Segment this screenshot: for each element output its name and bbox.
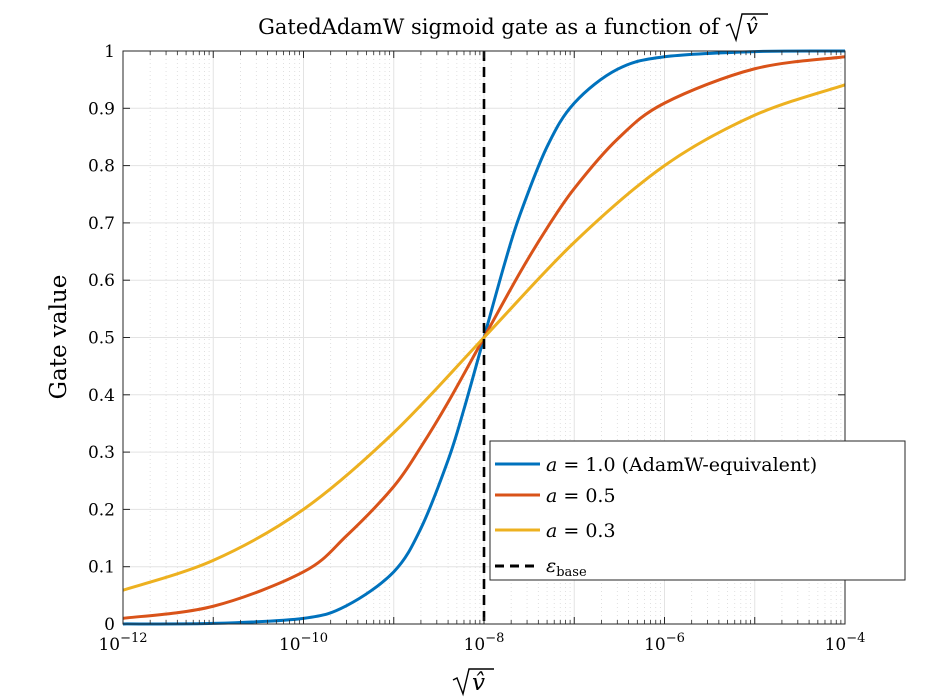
x-tick-label-base: 10: [644, 635, 666, 655]
y-tick-label: 0.2: [88, 500, 115, 520]
y-tick-label: 1: [104, 42, 115, 62]
x-tick-label: 10−12: [98, 631, 147, 655]
y-tick-label: 0.3: [88, 443, 115, 463]
legend-entry-a-1: a = 1.0 (AdamW-equivalent): [495, 454, 817, 476]
legend-label-a-05-var: a: [546, 485, 557, 507]
x-tick-labels: 10−12 10−10 10−8 10−6 10−4: [98, 631, 865, 655]
legend-entry-a-03: a = 0.3: [495, 520, 616, 542]
x-tick-label-base: 10: [825, 635, 847, 655]
legend-entry-a-05: a = 0.5: [495, 485, 616, 507]
legend-label-eps-base: εbase: [546, 555, 587, 580]
y-tick-label: 0.7: [88, 214, 115, 234]
y-tick-label: 0: [104, 615, 115, 635]
y-tick-label: 0.1: [88, 558, 115, 578]
axis-ticks: [122, 50, 846, 625]
x-tick-label: 10−6: [644, 631, 685, 655]
y-tick-label: 0.4: [88, 386, 115, 406]
y-tick-label: 0.6: [88, 271, 115, 291]
legend-entry-eps-base: εbase: [495, 555, 587, 580]
x-tick-label-base: 10: [98, 635, 120, 655]
legend-label-eps-main: ε: [546, 555, 556, 577]
x-tick-label-exp: −8: [485, 631, 504, 646]
x-tick-label-exp: −6: [666, 631, 685, 646]
y-tick-label: 0.8: [88, 157, 115, 177]
y-axis-label: Gate value: [46, 275, 72, 400]
title-math-var: v̂: [746, 15, 758, 39]
legend-label-a-05: a = 0.5: [546, 485, 616, 507]
y-tick-label: 0.5: [88, 329, 115, 349]
x-tick-label-exp: −12: [120, 631, 147, 646]
x-tick-label: 10−10: [279, 631, 328, 655]
x-axis-label-var: v̂: [472, 670, 485, 696]
x-tick-label: 10−8: [464, 631, 505, 655]
legend-label-a-03-var: a: [546, 520, 557, 542]
x-tick-label: 10−4: [825, 631, 866, 655]
legend-label-a-03: a = 0.3: [546, 520, 616, 542]
chart-title-text: GatedAdamW sigmoid gate as a function of: [258, 15, 721, 39]
legend-label-a-03-rest: = 0.3: [557, 520, 615, 542]
x-tick-label-base: 10: [279, 635, 301, 655]
legend-label-a-05-rest: = 0.5: [557, 485, 615, 507]
y-tick-labels: 0 0.1 0.2 0.3 0.4 0.5 0.6 0.7 0.8 0.9 1: [88, 42, 115, 635]
x-tick-label-exp: −4: [846, 631, 865, 646]
chart-title: GatedAdamW sigmoid gate as a function of…: [258, 13, 768, 43]
x-axis-label: v̂: [452, 668, 494, 697]
legend: a = 1.0 (AdamW-equivalent) a = 0.5 a = 0…: [489, 440, 906, 581]
legend-label-a-1-rest: = 1.0 (AdamW-equivalent): [557, 454, 817, 476]
legend-label-eps-sub: base: [556, 565, 587, 580]
legend-label-a-1-var: a: [546, 454, 557, 476]
legend-box: [489, 440, 906, 581]
y-tick-label: 0.9: [88, 99, 115, 119]
legend-label-a-1: a = 1.0 (AdamW-equivalent): [546, 454, 817, 476]
series-line-a-03: [122, 83, 846, 592]
x-tick-label-exp: −10: [301, 631, 328, 646]
series-layer: [122, 49, 846, 626]
title-sqrt-radical: [725, 13, 768, 43]
x-tick-label-base: 10: [464, 635, 486, 655]
x-axis-sqrt-radical: [452, 668, 494, 697]
